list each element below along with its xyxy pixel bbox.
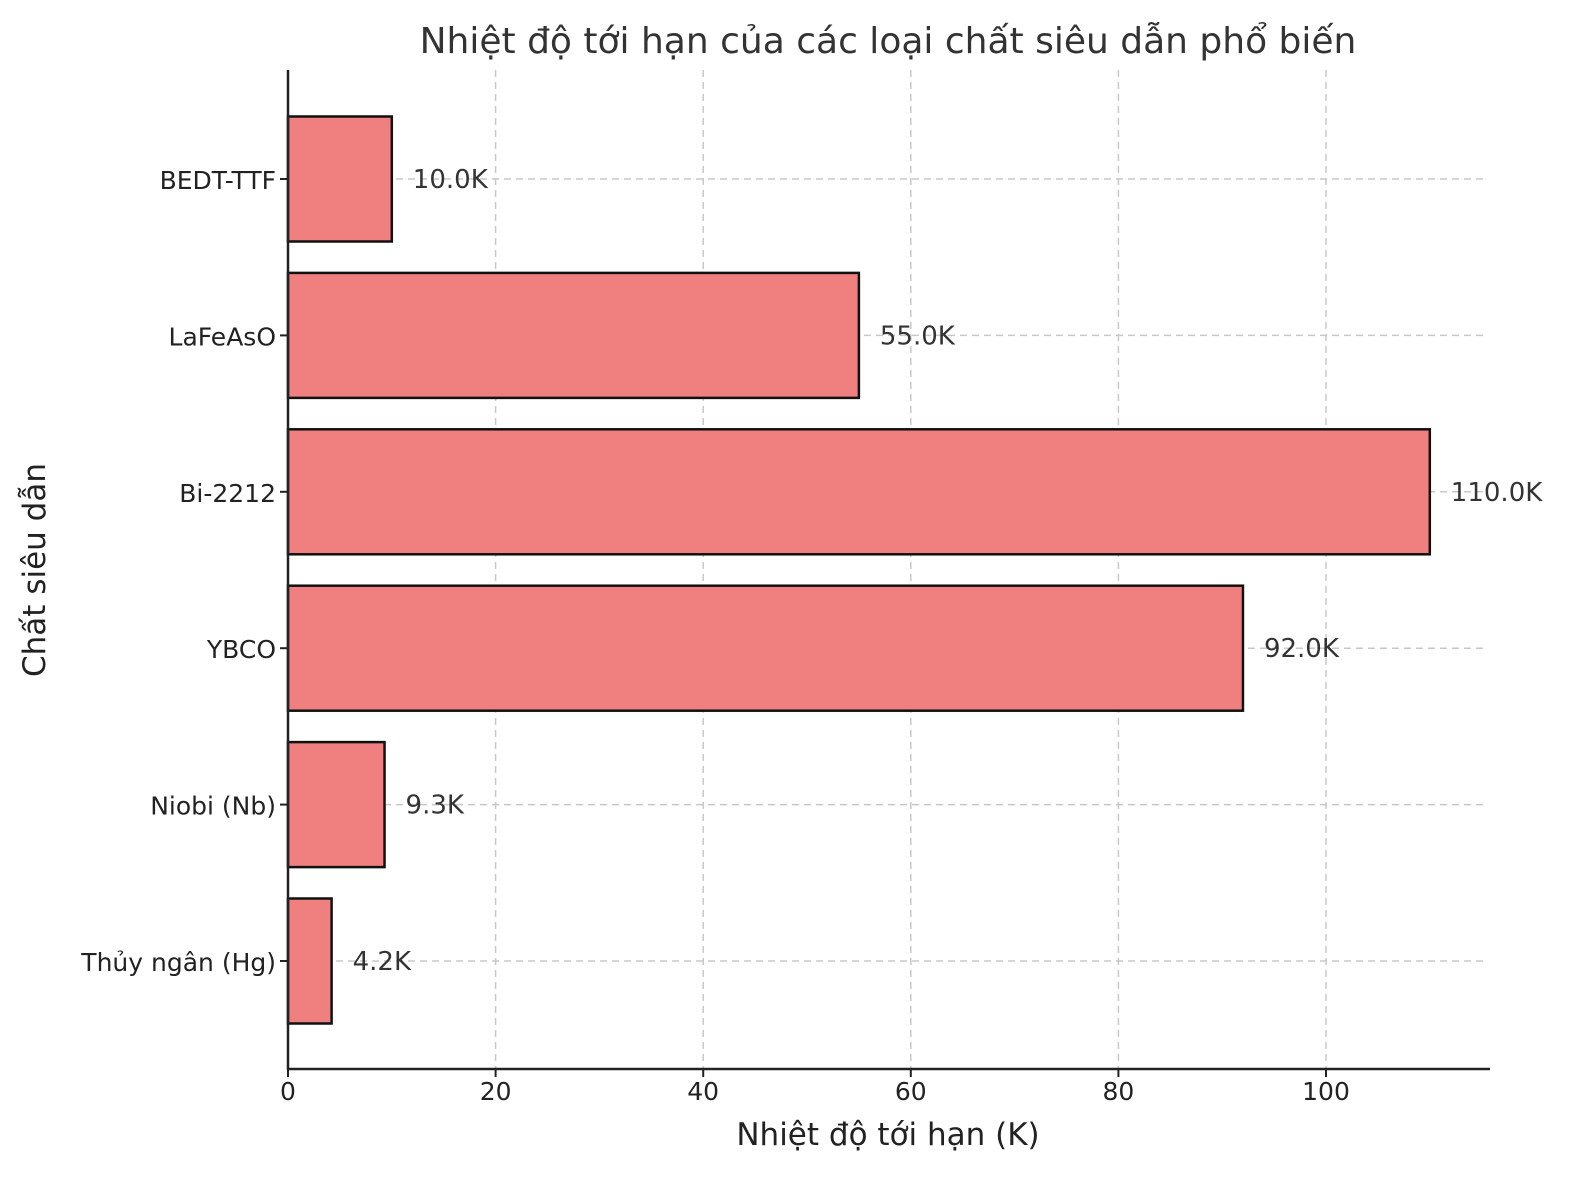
y-tick-label: Niobi (Nb) — [150, 792, 276, 821]
bar-value-label: 10.0K — [413, 165, 489, 195]
y-tick-label: BEDT-TTF — [160, 166, 276, 195]
axes — [280, 70, 1490, 1077]
y-tick-label: YBCO — [206, 635, 276, 664]
x-tick-label: 20 — [480, 1077, 512, 1106]
bar-value-label: 110.0K — [1451, 478, 1543, 508]
y-axis-label: Chất siêu dẫn — [17, 463, 53, 677]
bars — [286, 115, 1432, 1025]
bar — [286, 115, 394, 243]
x-tick-label: 0 — [280, 1077, 296, 1106]
bar-value-label: 92.0K — [1264, 634, 1340, 664]
y-tick-label: LaFeAsO — [169, 322, 276, 351]
bar — [286, 271, 861, 400]
x-tick-labels: 0 20 40 60 80 100 — [280, 1077, 1350, 1106]
bar — [286, 740, 386, 869]
x-tick-label: 80 — [1102, 1077, 1134, 1106]
bar-value-label: 4.2K — [353, 947, 412, 977]
x-tick-label: 100 — [1302, 1077, 1350, 1106]
y-tick-labels: Thủy ngân (Hg) Niobi (Nb) YBCO Bi-2212 LaFeA… — [80, 166, 276, 977]
bar — [286, 584, 1245, 712]
bar-value-labels: 4.2K 9.3K 92.0K 110.0K 55.0K 10.0K — [353, 165, 1544, 977]
chart-title: Nhiệt độ tới hạn của các loại chất siêu … — [420, 21, 1357, 62]
y-tick-label: Thủy ngân (Hg) — [80, 948, 276, 977]
bar-value-label: 9.3K — [406, 791, 465, 821]
x-tick-label: 60 — [895, 1077, 927, 1106]
y-tick-label: Bi-2212 — [179, 479, 276, 508]
bar — [286, 897, 333, 1025]
x-axis-label: Nhiệt độ tới hạn (K) — [736, 1117, 1039, 1153]
grid-lines — [288, 70, 1488, 1069]
bar-value-label: 55.0K — [880, 321, 956, 351]
x-tick-label: 40 — [687, 1077, 719, 1106]
bar — [286, 428, 1432, 556]
